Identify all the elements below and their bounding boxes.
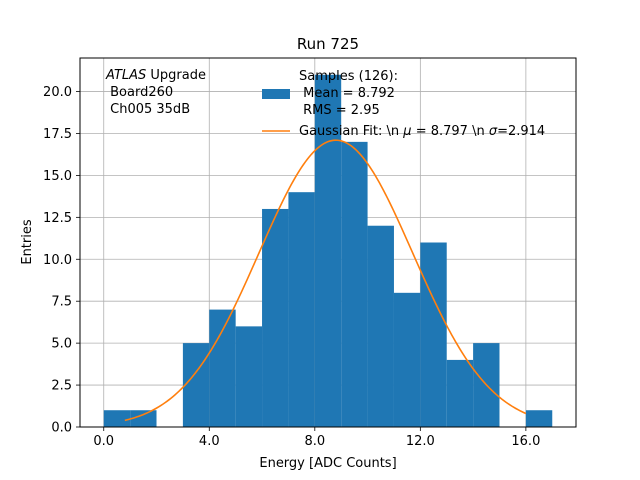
- axes-frame: [79, 57, 577, 428]
- legend-mu-value: = 8.797 \n: [412, 124, 489, 139]
- y-tick-label: 12.5: [43, 211, 72, 226]
- board-label: Board260: [106, 85, 173, 100]
- histogram-bar: [341, 141, 368, 427]
- y-tick-label: 0.0: [51, 421, 72, 436]
- histogram-bar: [288, 192, 315, 427]
- histogram-bar: [103, 410, 131, 427]
- histogram-bar: [235, 326, 263, 427]
- x-tick-label: 0.0: [93, 434, 114, 449]
- annotation-line-1: ATLAS Upgrade: [105, 68, 206, 83]
- histogram-bar: [209, 309, 236, 427]
- histogram-bar: [182, 343, 210, 427]
- histogram-bar: [446, 359, 474, 427]
- legend: Samples (126): Mean = 8.792 RMS = 2.95 G…: [262, 69, 545, 139]
- y-tick-label: 5.0: [51, 337, 72, 352]
- y-tick-label: 20.0: [43, 85, 72, 100]
- upgrade-label: Upgrade: [146, 68, 206, 83]
- histogram-bar: [314, 74, 342, 427]
- histogram-bar: [130, 410, 157, 427]
- x-axis-label: Energy [ADC Counts]: [259, 456, 396, 471]
- histogram-bar: [393, 292, 421, 427]
- atlas-label: ATLAS: [105, 68, 146, 83]
- x-tick-label: 8.0: [304, 434, 325, 449]
- y-tick-label: 7.5: [51, 295, 72, 310]
- x-tick-label: 16.0: [511, 434, 540, 449]
- atlas-annotation: ATLAS Upgrade Board260 Ch005 35dB: [105, 68, 206, 117]
- legend-samples-label: Samples (126):: [299, 69, 398, 84]
- channel-label: Ch005 35dB: [106, 102, 190, 117]
- legend-rms-label: RMS = 2.95: [299, 103, 380, 118]
- legend-fit-label: Gaussian Fit: \n μ = 8.797 \n σ=2.914: [299, 124, 545, 139]
- histogram-bar: [262, 208, 289, 427]
- x-tick-label: 12.0: [406, 434, 435, 449]
- legend-mean-label: Mean = 8.792: [299, 86, 395, 101]
- y-axis-label: Entries: [20, 219, 35, 265]
- histogram-bar: [420, 242, 447, 427]
- y-tick-label: 15.0: [43, 169, 72, 184]
- legend-histogram-swatch: [262, 89, 290, 99]
- y-tick-label: 17.5: [43, 127, 72, 142]
- chart-title: Run 725: [297, 35, 359, 53]
- legend-mu-symbol: μ: [402, 124, 411, 139]
- legend-fit-prefix: Gaussian Fit: \n: [299, 124, 403, 139]
- axis-ticks: 0.0 4.0 8.0 12.0 16.0 0.0 2.5 5.0 7.5 10.0 12.5 15.…: [43, 85, 540, 449]
- histogram-bar: [367, 225, 394, 427]
- y-tick-label: 2.5: [51, 379, 72, 394]
- y-tick-label: 10.0: [43, 253, 72, 268]
- legend-sigma-symbol: σ: [489, 124, 498, 139]
- legend-sigma-value: =2.914: [497, 124, 545, 139]
- x-tick-label: 4.0: [199, 434, 220, 449]
- gaussian-fit-line: [124, 139, 527, 422]
- histogram-bar: [525, 410, 553, 427]
